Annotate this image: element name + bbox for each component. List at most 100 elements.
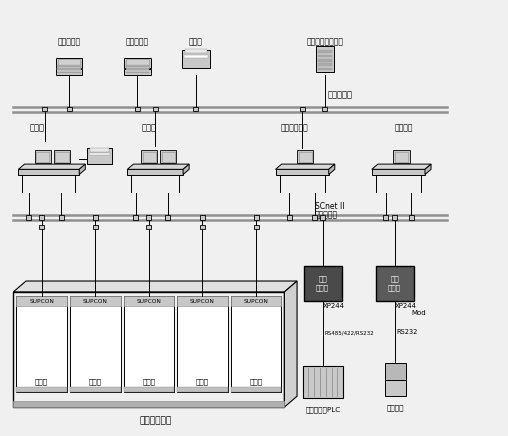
Bar (200, 225, 205, 229)
Bar (231, 388, 281, 392)
Bar (54, 150, 70, 163)
Text: 逻辑站: 逻辑站 (196, 379, 209, 385)
Bar (57, 72, 81, 73)
Bar (393, 150, 409, 163)
Text: 数采站: 数采站 (35, 379, 48, 385)
Bar (287, 215, 292, 220)
Text: 操作站: 操作站 (142, 123, 156, 132)
Bar (87, 149, 112, 164)
Bar (126, 68, 149, 70)
Bar (93, 225, 98, 229)
Bar (200, 215, 205, 220)
Bar (318, 63, 332, 66)
Text: SUPCON: SUPCON (29, 299, 54, 303)
Bar (184, 55, 208, 58)
Bar (383, 215, 388, 220)
Bar (177, 296, 228, 306)
Polygon shape (329, 164, 335, 174)
Text: SUPCON: SUPCON (190, 299, 215, 303)
Text: 工程师站: 工程师站 (394, 123, 412, 132)
Bar (275, 169, 329, 174)
Bar (146, 215, 151, 220)
Bar (35, 150, 51, 163)
Polygon shape (183, 164, 189, 174)
Bar (318, 54, 332, 57)
Bar (253, 215, 259, 220)
Bar (177, 296, 228, 392)
Bar (123, 388, 174, 392)
Text: 智能设备或PLC: 智能设备或PLC (305, 406, 340, 413)
Bar (70, 296, 120, 392)
Bar (318, 68, 332, 70)
Polygon shape (425, 164, 431, 174)
Bar (231, 296, 281, 392)
Text: 管理层数据服务器: 管理层数据服务器 (306, 37, 343, 46)
Text: SCnet II: SCnet II (315, 202, 344, 211)
Bar (162, 152, 175, 162)
Text: Mod: Mod (411, 310, 426, 316)
Bar (395, 152, 408, 162)
Bar (312, 215, 318, 220)
Bar (39, 225, 44, 229)
Bar (70, 296, 120, 306)
Bar (153, 107, 158, 111)
Bar (143, 152, 156, 162)
Bar (165, 215, 170, 220)
Bar (18, 169, 79, 174)
Polygon shape (18, 164, 85, 169)
Text: 控制站: 控制站 (89, 379, 102, 385)
Bar (56, 58, 82, 68)
Polygon shape (13, 281, 297, 292)
Text: XP244: XP244 (395, 303, 417, 309)
Bar (141, 150, 157, 163)
Text: 端子柜: 端子柜 (249, 379, 263, 385)
Bar (297, 150, 313, 163)
Bar (177, 388, 228, 392)
Bar (318, 59, 332, 61)
Bar (318, 50, 332, 53)
Bar (16, 296, 67, 392)
Bar (408, 215, 414, 220)
Polygon shape (128, 164, 189, 169)
Text: SUPCON: SUPCON (137, 299, 162, 303)
Bar (316, 46, 334, 72)
Text: 通信
接口卡: 通信 接口卡 (316, 276, 329, 290)
Bar (375, 266, 414, 300)
Polygon shape (284, 281, 297, 407)
Bar (126, 59, 149, 68)
Bar (253, 225, 259, 229)
Bar (372, 169, 425, 174)
Bar (89, 153, 110, 155)
Text: 现场控制单元: 现场控制单元 (139, 417, 171, 426)
Text: 多功能计算站: 多功能计算站 (280, 123, 308, 132)
Bar (124, 58, 151, 68)
Bar (135, 107, 140, 111)
Polygon shape (275, 164, 335, 169)
Text: 信息管理网: 信息管理网 (328, 90, 353, 99)
Text: SUPCON: SUPCON (83, 299, 108, 303)
Bar (67, 107, 72, 111)
Bar (182, 50, 210, 68)
Bar (16, 296, 67, 306)
Text: 管理计算机: 管理计算机 (57, 37, 81, 46)
Text: XP244: XP244 (323, 303, 344, 309)
Bar (55, 152, 69, 162)
Bar (323, 107, 328, 111)
Bar (320, 215, 325, 220)
Bar (303, 366, 343, 399)
Text: SUPCON: SUPCON (244, 299, 269, 303)
Text: RS232: RS232 (397, 329, 418, 335)
Bar (161, 150, 176, 163)
Bar (123, 296, 174, 306)
Bar (70, 388, 120, 392)
Text: 智能仪表: 智能仪表 (387, 404, 404, 411)
Bar (385, 380, 406, 396)
Bar (57, 68, 81, 70)
Text: 过程控制网: 过程控制网 (315, 210, 338, 219)
Bar (126, 72, 149, 73)
Bar (59, 215, 64, 220)
Bar (126, 65, 149, 67)
Bar (146, 225, 151, 229)
Bar (13, 401, 284, 407)
Bar (56, 69, 82, 75)
